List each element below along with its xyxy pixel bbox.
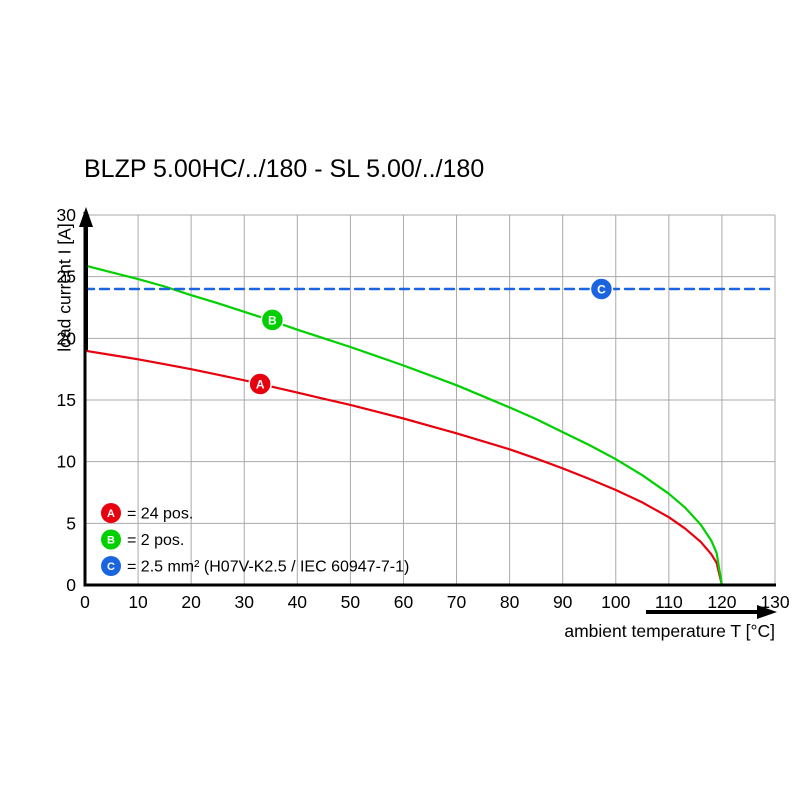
x-tick-label-70: 70 (447, 592, 467, 612)
x-tick-label-90: 90 (553, 592, 573, 612)
x-tick-label-30: 30 (234, 592, 254, 612)
y-tick-label-15: 15 (57, 390, 76, 410)
x-tick-label-60: 60 (394, 592, 414, 612)
x-tick-label-130: 130 (760, 592, 789, 612)
marker-B (260, 308, 285, 332)
x-tick-label-100: 100 (601, 592, 630, 612)
legend-text-C: = 2.5 mm² (H07V-K2.5 / IEC 60947-7-1) (127, 559, 409, 576)
legend-letter-A: A (107, 508, 115, 520)
marker-letter-A: A (256, 377, 265, 391)
x-axis-label: ambient temperature T [°C] (564, 621, 775, 641)
x-tick-label-10: 10 (128, 592, 148, 612)
x-tick-label-0: 0 (80, 592, 90, 612)
marker-A (248, 372, 272, 396)
marker-letter-C: C (597, 283, 606, 297)
x-tick-label-80: 80 (500, 592, 520, 612)
legend-letter-B: B (107, 535, 115, 547)
y-axis-arrow-head (79, 207, 93, 227)
legend-swatch-A (101, 503, 121, 523)
marker-letter-B: B (268, 313, 277, 327)
y-tick-label-30: 30 (57, 205, 77, 225)
x-tick-label-40: 40 (288, 592, 308, 612)
legend-text-B: = 2 pos. (127, 532, 184, 549)
legend-swatch-B (101, 529, 121, 550)
x-tick-label-20: 20 (181, 592, 201, 612)
y-tick-label-5: 5 (66, 513, 76, 533)
y-tick-label-10: 10 (57, 452, 77, 472)
marker-C (589, 277, 614, 301)
x-tick-label-120: 120 (707, 592, 736, 612)
y-tick-label-0: 0 (66, 575, 76, 595)
curve-A (83, 349, 724, 587)
y-tick-label-25: 25 (57, 267, 76, 287)
legend-letter-C: C (107, 561, 115, 573)
legend-swatch-C (101, 556, 121, 576)
curve-B (83, 264, 724, 587)
legend-text-A: = 24 pos. (127, 506, 193, 523)
x-tick-label-110: 110 (655, 592, 683, 612)
chart-title: BLZP 5.00HC/../180 - SL 5.00/../180 (84, 155, 485, 183)
x-axis-arrow-head (757, 605, 777, 619)
x-tick-label-50: 50 (341, 592, 361, 612)
y-tick-label-20: 20 (57, 328, 77, 348)
